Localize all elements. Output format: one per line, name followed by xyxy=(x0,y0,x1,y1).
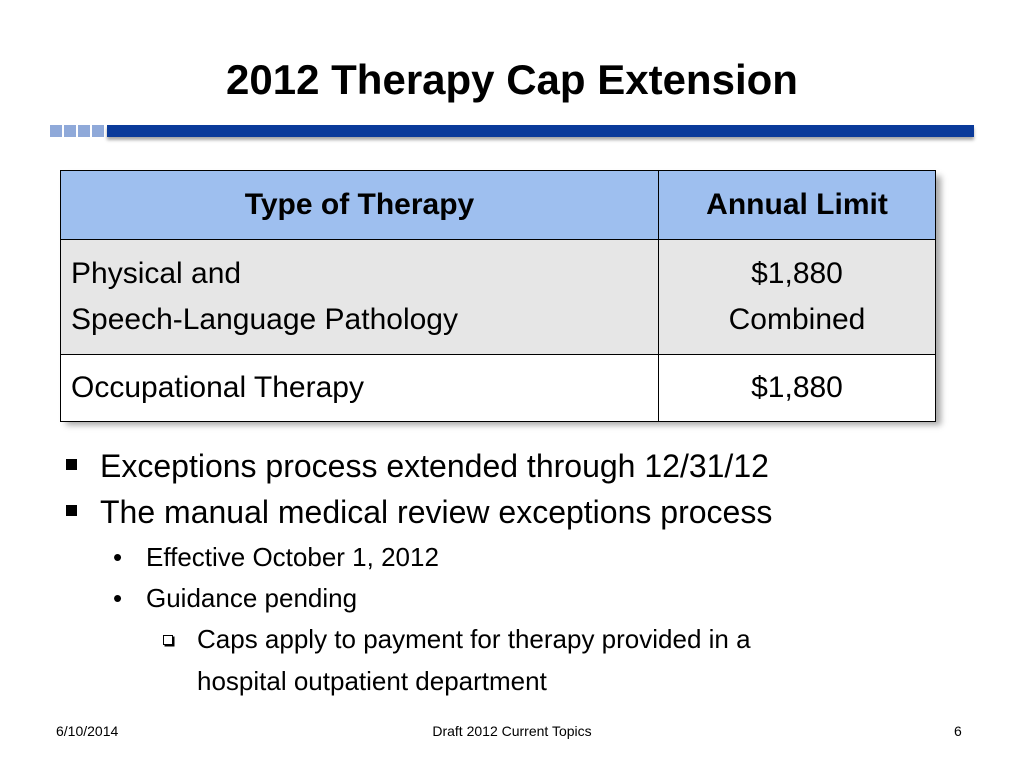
header-annual-limit: Annual Limit xyxy=(658,170,936,240)
table-row: Physical and Speech-Language Pathology $… xyxy=(60,239,936,355)
annual-limit-cell: $1,880 Combined xyxy=(658,239,936,355)
annual-limit-line: Combined xyxy=(728,303,866,336)
slide-number: 6 xyxy=(954,723,962,739)
hollow-square-bullet-icon xyxy=(163,635,173,645)
dot-bullet-icon: • xyxy=(113,583,123,613)
square-bullet-icon xyxy=(66,459,77,470)
title-rule xyxy=(50,125,974,137)
footer-date: 6/10/2014 xyxy=(56,723,119,739)
sub-sub-bullet-line: Caps apply to payment for therapy provid… xyxy=(197,624,751,654)
therapy-type-line: Speech-Language Pathology xyxy=(71,303,458,336)
annual-limit-line: $1,880 xyxy=(751,371,843,404)
rule-square xyxy=(50,125,62,137)
bullet-item: Exceptions process extended through 12/3… xyxy=(100,448,769,484)
table-header-row: Type of Therapy Annual Limit xyxy=(60,170,936,240)
annual-limit-line: $1,880 xyxy=(751,257,843,290)
therapy-type-cell: Occupational Therapy xyxy=(60,354,659,422)
rule-bar xyxy=(107,125,974,137)
header-type-of-therapy: Type of Therapy xyxy=(60,170,659,240)
therapy-cap-table: Type of Therapy Annual Limit Physical an… xyxy=(60,170,936,422)
rule-square xyxy=(78,125,90,137)
sub-bullet-item: Effective October 1, 2012 xyxy=(146,542,439,572)
footer-title: Draft 2012 Current Topics xyxy=(432,723,592,739)
annual-limit-cell: $1,880 xyxy=(658,354,936,422)
therapy-table-container: Type of Therapy Annual Limit Physical an… xyxy=(60,170,936,422)
slide-title: 2012 Therapy Cap Extension xyxy=(226,56,798,103)
square-bullet-icon xyxy=(66,505,77,516)
therapy-type-cell: Physical and Speech-Language Pathology xyxy=(60,239,659,355)
therapy-type-line: Physical and xyxy=(71,257,242,290)
table-row: Occupational Therapy $1,880 xyxy=(60,354,936,422)
rule-square xyxy=(64,125,76,137)
rule-square xyxy=(92,125,104,137)
bullet-item: The manual medical review exceptions pro… xyxy=(100,494,773,530)
sub-sub-bullet-line: hospital outpatient department xyxy=(197,666,547,696)
therapy-type-line: Occupational Therapy xyxy=(71,371,364,404)
dot-bullet-icon: • xyxy=(113,542,123,572)
sub-bullet-item: Guidance pending xyxy=(146,583,358,613)
